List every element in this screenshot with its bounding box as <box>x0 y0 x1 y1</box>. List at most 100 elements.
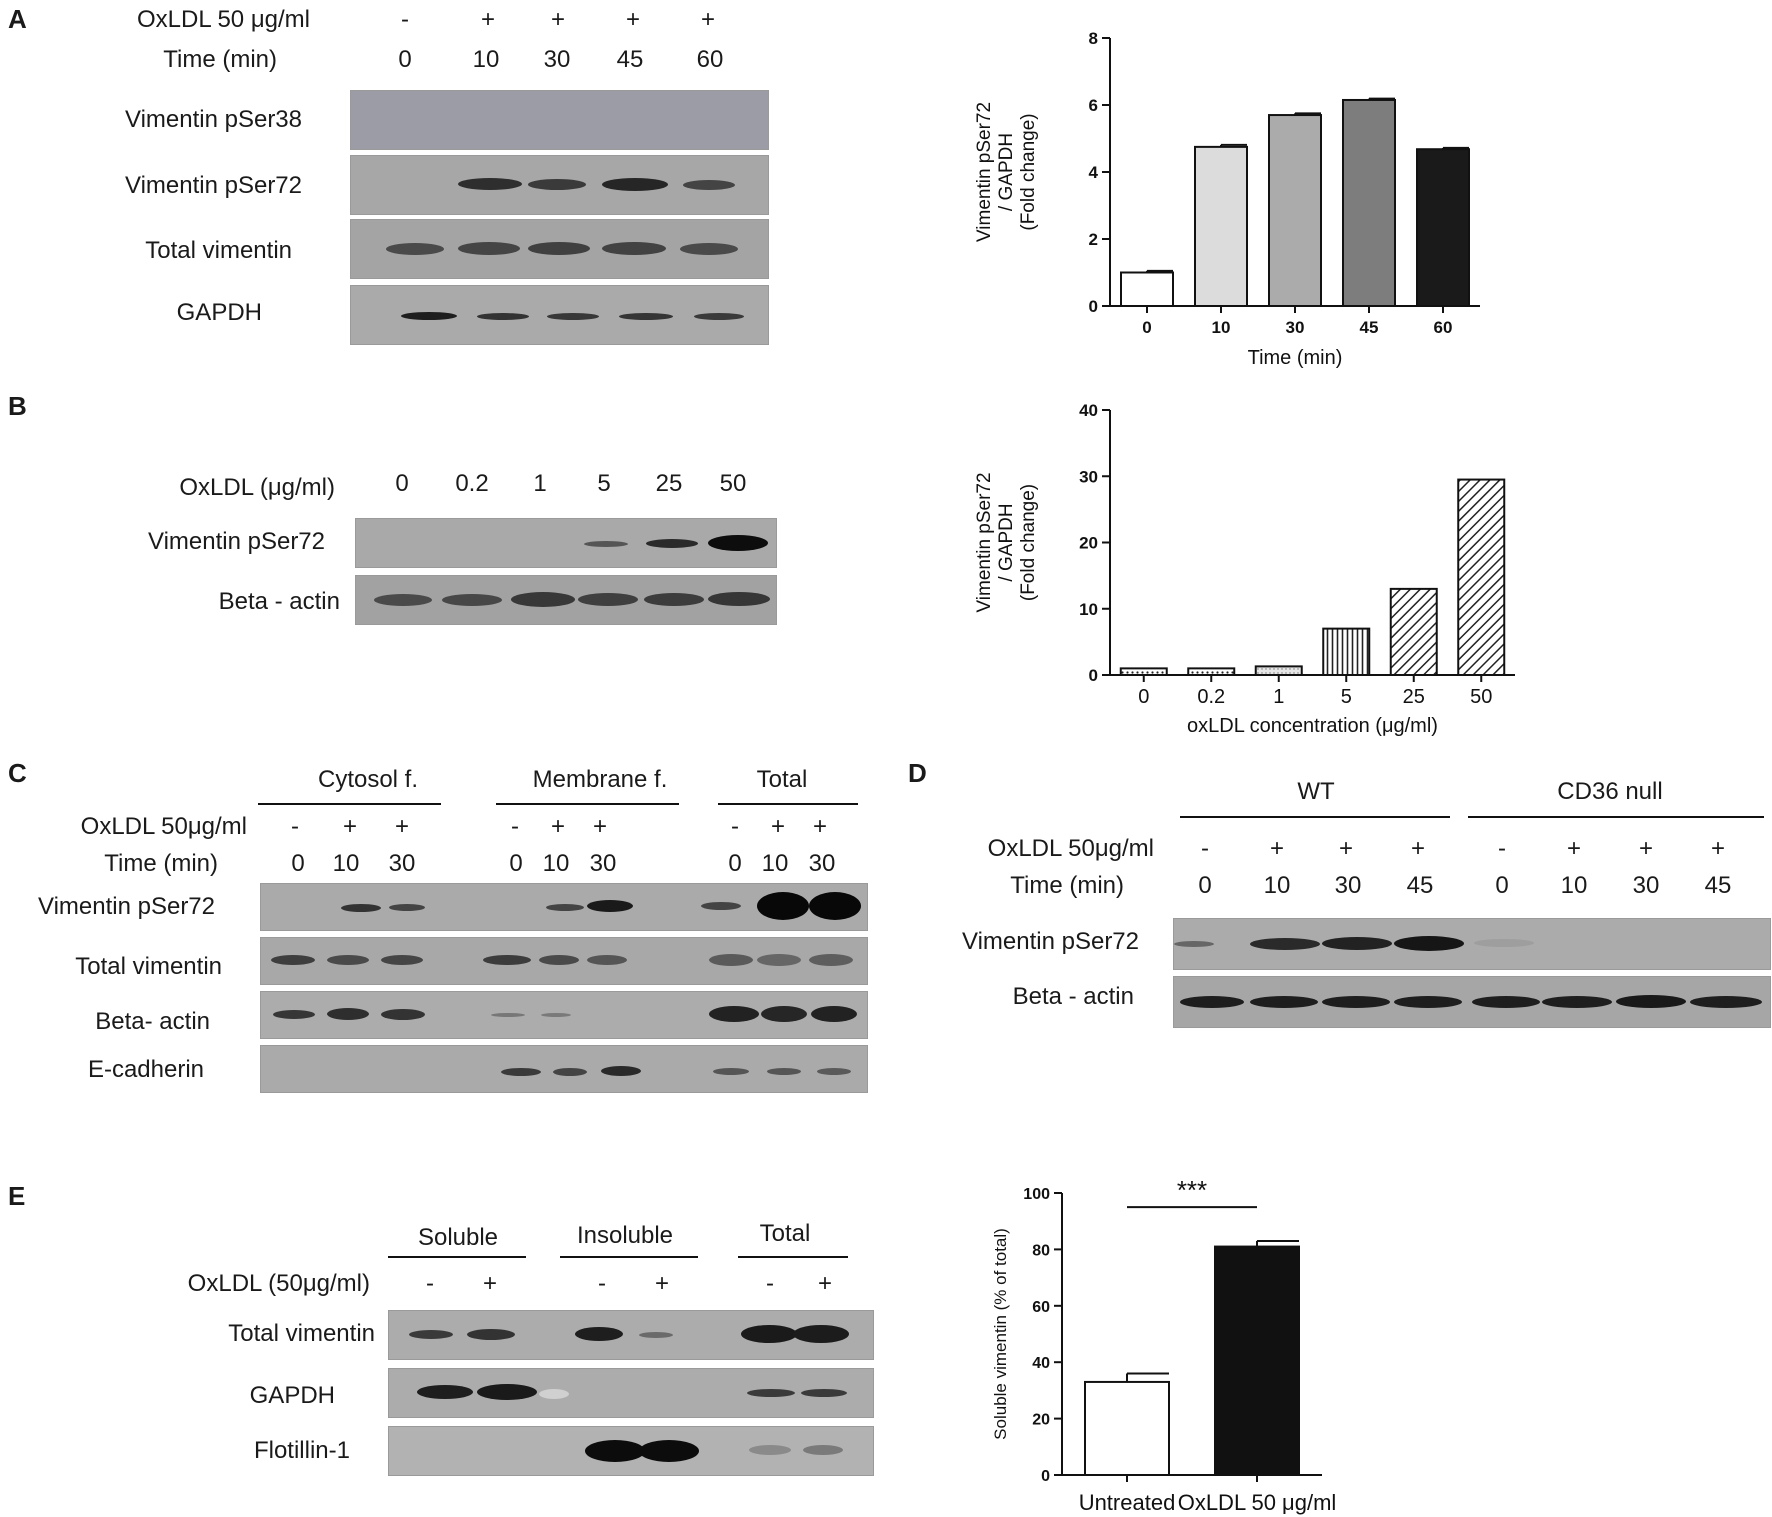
blot-label: Vimentin pSer72 <box>38 893 215 920</box>
panel-a-mark: + <box>625 6 641 33</box>
panel-b-conc-value: 0.2 <box>455 470 489 497</box>
x-tick-label: 50 <box>1470 686 1492 708</box>
blot-band <box>528 179 586 190</box>
y-axis-title: Vimentin pSer72 <box>974 472 995 612</box>
blot-band <box>602 242 666 255</box>
panel-c-mark: + <box>342 813 358 840</box>
panel-c-time-value: 10 <box>332 850 360 877</box>
blot-band <box>749 1445 791 1455</box>
blot-band <box>575 1327 623 1341</box>
panel-a-mark: + <box>550 6 566 33</box>
blot-band <box>1472 996 1540 1008</box>
blot-band <box>708 592 770 606</box>
panel-d-time-label: Time (min) <box>1010 872 1124 899</box>
y-tick-label: 10 <box>1079 600 1098 619</box>
panel-d-mark: + <box>1638 835 1654 862</box>
panel-e-mark: + <box>482 1270 498 1297</box>
blot-band <box>639 1332 673 1338</box>
blot-band <box>389 904 425 911</box>
blot-band <box>747 1389 795 1397</box>
blot-band <box>803 1445 843 1455</box>
blot-strip <box>350 285 769 345</box>
panel-a-mark: + <box>700 6 716 33</box>
blot-band <box>761 1006 807 1022</box>
blot-band <box>528 242 590 255</box>
blot-label: GAPDH <box>176 299 262 326</box>
blot-band <box>585 1440 645 1462</box>
group-underline <box>738 1256 848 1258</box>
panel-e-group: Total <box>759 1220 811 1247</box>
x-tick-label: 10 <box>1212 318 1231 337</box>
panel-d-group: WT <box>1297 778 1335 805</box>
y-tick-label: 100 <box>1023 1186 1050 1203</box>
blot-band <box>1394 996 1462 1008</box>
blot-band <box>1250 938 1320 950</box>
bar <box>1119 667 1168 676</box>
panel-d-mark: + <box>1269 835 1285 862</box>
bar <box>1194 145 1248 307</box>
blot-band <box>601 1066 641 1076</box>
blot-band <box>741 1325 797 1343</box>
panel-a-time-value: 60 <box>696 46 724 73</box>
panel-c-mark: + <box>592 813 608 840</box>
blot-band <box>1180 996 1244 1008</box>
blot-band <box>680 243 738 255</box>
panel-c-time-value: 30 <box>589 850 617 877</box>
panel-c-time-value: 30 <box>808 850 836 877</box>
panel-a-time-value: 45 <box>616 46 644 73</box>
blot-strip <box>388 1310 874 1360</box>
panel-e-mark: - <box>766 1270 774 1297</box>
blot-strip <box>355 575 777 625</box>
x-tick-label: 45 <box>1360 318 1379 337</box>
x-tick-label: 30 <box>1286 318 1305 337</box>
x-tick-label: 0.2 <box>1197 686 1225 708</box>
panel-d-time-value: 0 <box>1495 872 1509 899</box>
blot-label: Total vimentin <box>228 1320 375 1347</box>
panel-a-time-value: 30 <box>543 46 571 73</box>
blot-band <box>547 313 599 320</box>
blot-band <box>477 313 529 320</box>
panel-a-treatment-label: OxLDL 50 μg/ml <box>136 6 310 33</box>
blot-band <box>646 539 698 548</box>
panel-e-group: Insoluble <box>576 1222 674 1249</box>
panel-a-letter: A <box>8 4 27 34</box>
panel-d-time-value: 10 <box>1560 872 1588 899</box>
blot-band <box>477 1384 537 1400</box>
y-tick-label: 8 <box>1089 29 1098 48</box>
panel-d-time-value: 45 <box>1406 872 1434 899</box>
group-underline <box>718 803 858 805</box>
blot-band <box>501 1068 541 1076</box>
y-axis-title: (Fold change) <box>1018 484 1039 601</box>
bar <box>1084 1380 1170 1476</box>
blot-strip <box>260 1045 868 1093</box>
panel-d-time-value: 0 <box>1198 872 1212 899</box>
panel-d-time-value: 45 <box>1704 872 1732 899</box>
blot-band <box>467 1329 515 1340</box>
panel-e-mark: + <box>817 1270 833 1297</box>
panel-d-mark: + <box>1410 835 1426 862</box>
y-tick-label: 4 <box>1089 163 1099 182</box>
x-tick-label: OxLDL 50 μg/ml <box>1178 1490 1337 1515</box>
panel-c-time-value: 0 <box>509 850 523 877</box>
panel-c-mark: + <box>394 813 410 840</box>
blot-band <box>273 1010 315 1019</box>
blot-strip <box>388 1368 874 1418</box>
panel-e-mark: - <box>598 1270 606 1297</box>
x-tick-label: 60 <box>1434 318 1453 337</box>
blot-label: Vimentin pSer72 <box>148 528 325 555</box>
chart-a: 0 2 4 6 8 0 10 30 45 60 Time (min) Vimentin pSer72/… <box>974 29 1480 369</box>
blot-band <box>793 1325 849 1343</box>
blot-band <box>1322 937 1392 950</box>
blot-band <box>587 955 627 965</box>
panel-d-mark: + <box>1566 835 1582 862</box>
blot-band <box>644 593 704 606</box>
blot-band <box>1322 996 1390 1008</box>
y-tick-label: 60 <box>1032 1299 1050 1316</box>
blot-strip <box>1173 976 1771 1028</box>
bar <box>1416 148 1470 307</box>
blot-strip <box>260 991 868 1039</box>
blot-band <box>1542 996 1612 1008</box>
panel-a-time-value: 0 <box>398 46 412 73</box>
blot-strip <box>388 1426 874 1476</box>
panel-a-time-label: Time (min) <box>163 46 277 73</box>
